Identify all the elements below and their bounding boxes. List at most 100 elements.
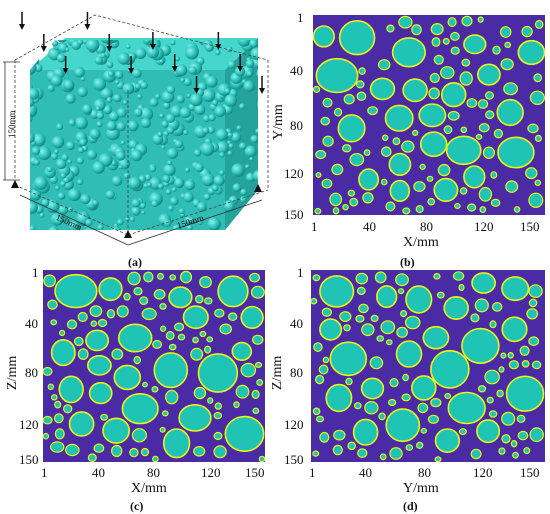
aggregate-particle xyxy=(202,127,210,134)
aggregate-particle xyxy=(180,77,185,83)
ytick: 150 xyxy=(19,452,39,467)
aggregate-particle xyxy=(165,113,176,123)
aggregate-section xyxy=(322,135,334,147)
aggregate-section xyxy=(58,375,84,404)
aggregate-section xyxy=(117,323,153,353)
aggregate-section xyxy=(440,81,467,108)
ytick: 80 xyxy=(25,365,38,380)
aggregate-particle xyxy=(215,128,228,141)
aggregate-particle xyxy=(185,46,199,60)
aggregate-section xyxy=(195,294,204,304)
aggregate-particle xyxy=(114,70,124,80)
aggregate-particle xyxy=(105,190,115,200)
aggregate-section xyxy=(447,110,460,121)
aggregate-section xyxy=(329,192,343,207)
aggregate-section xyxy=(165,330,175,341)
aggregate-particle xyxy=(226,224,237,230)
aggregate-particle xyxy=(116,121,126,132)
aggregate-section xyxy=(315,171,322,178)
aggregate-particle xyxy=(141,210,146,215)
aggregate-section xyxy=(478,122,490,133)
aggregate-particle xyxy=(259,171,270,182)
aggregate-section xyxy=(322,356,330,364)
aggregate-particle xyxy=(60,172,66,179)
aggregate-section xyxy=(501,434,511,444)
xtick: 40 xyxy=(363,219,376,234)
aggregate-particle xyxy=(223,200,235,212)
aggregate-cube-figure xyxy=(3,12,270,246)
cube-panel: 150mm 150mm 150mm (a) xyxy=(0,0,280,270)
aggregate-particle xyxy=(184,179,196,191)
aggregate-section xyxy=(152,455,159,462)
aggregate-section xyxy=(523,447,531,455)
aggregate-section xyxy=(347,441,357,451)
aggregate-particle xyxy=(79,138,87,147)
aggregate-section xyxy=(312,450,320,457)
aggregate-section xyxy=(159,426,166,433)
aggregate-particle xyxy=(116,107,127,118)
aggregate-particle xyxy=(245,164,250,169)
aggregate-section xyxy=(313,342,323,352)
aggregate-section xyxy=(192,336,199,344)
xlabel: X/mm xyxy=(403,235,439,250)
aggregate-section xyxy=(206,336,214,343)
aggregate-section xyxy=(142,381,148,388)
aggregate-section xyxy=(315,57,359,94)
aggregate-section xyxy=(442,37,450,45)
aggregate-particle xyxy=(230,132,242,143)
aggregate-particle xyxy=(68,119,76,127)
aggregate-section xyxy=(498,366,505,373)
aggregate-particle xyxy=(205,75,218,88)
aggregate-particle xyxy=(232,183,242,192)
aggregate-section xyxy=(207,397,214,404)
caption-d: (d) xyxy=(403,499,418,513)
aggregate-section xyxy=(491,302,503,312)
aggregate-particle xyxy=(245,172,256,182)
aggregate-particle xyxy=(56,53,66,63)
aggregate-section xyxy=(361,323,375,337)
aggregate-section xyxy=(458,284,465,292)
aggregate-section xyxy=(498,447,506,455)
aggregate-section xyxy=(319,431,330,443)
aggregate-section xyxy=(358,303,369,314)
aggregate-section xyxy=(89,305,103,317)
aggregate-section xyxy=(315,374,325,385)
aggregate-particle xyxy=(95,106,101,111)
aggregate-section xyxy=(331,163,344,176)
aggregate-section xyxy=(428,87,440,100)
aggregate-section xyxy=(338,20,376,56)
aggregate-section xyxy=(204,345,212,354)
aggregate-section xyxy=(213,411,223,420)
load-arrow-head xyxy=(193,88,200,94)
aggregate-section xyxy=(88,381,113,405)
cube-height-label: 150mm xyxy=(7,110,17,138)
aggregate-particle xyxy=(80,77,85,82)
aggregate-particle xyxy=(33,159,40,166)
aggregate-section xyxy=(427,197,436,206)
aggregate-section xyxy=(214,308,225,318)
aggregate-section xyxy=(380,320,396,335)
aggregate-particle xyxy=(30,201,38,214)
aggregate-section xyxy=(528,336,540,347)
aggregate-section xyxy=(402,78,428,103)
aggregate-particle xyxy=(201,173,215,187)
aggregate-section xyxy=(367,106,378,116)
aggregate-section xyxy=(358,67,366,75)
aggregate-particle xyxy=(22,33,29,40)
aggregate-section xyxy=(87,453,97,462)
aggregate-section xyxy=(444,392,452,399)
aggregate-particle xyxy=(250,135,258,143)
aggregate-section xyxy=(168,286,193,309)
aggregate-section xyxy=(526,308,539,320)
aggregate-section xyxy=(529,427,544,443)
aggregate-particle xyxy=(57,192,66,200)
aggregate-section xyxy=(519,345,530,357)
aggregate-section xyxy=(501,411,516,426)
aggregate-section xyxy=(356,286,366,295)
aggregate-section xyxy=(93,443,105,453)
aggregate-particle xyxy=(144,40,151,44)
aggregate-section xyxy=(471,272,497,294)
aggregate-particle xyxy=(236,125,242,131)
aggregate-section xyxy=(447,391,486,425)
load-arrow-head xyxy=(19,24,25,30)
